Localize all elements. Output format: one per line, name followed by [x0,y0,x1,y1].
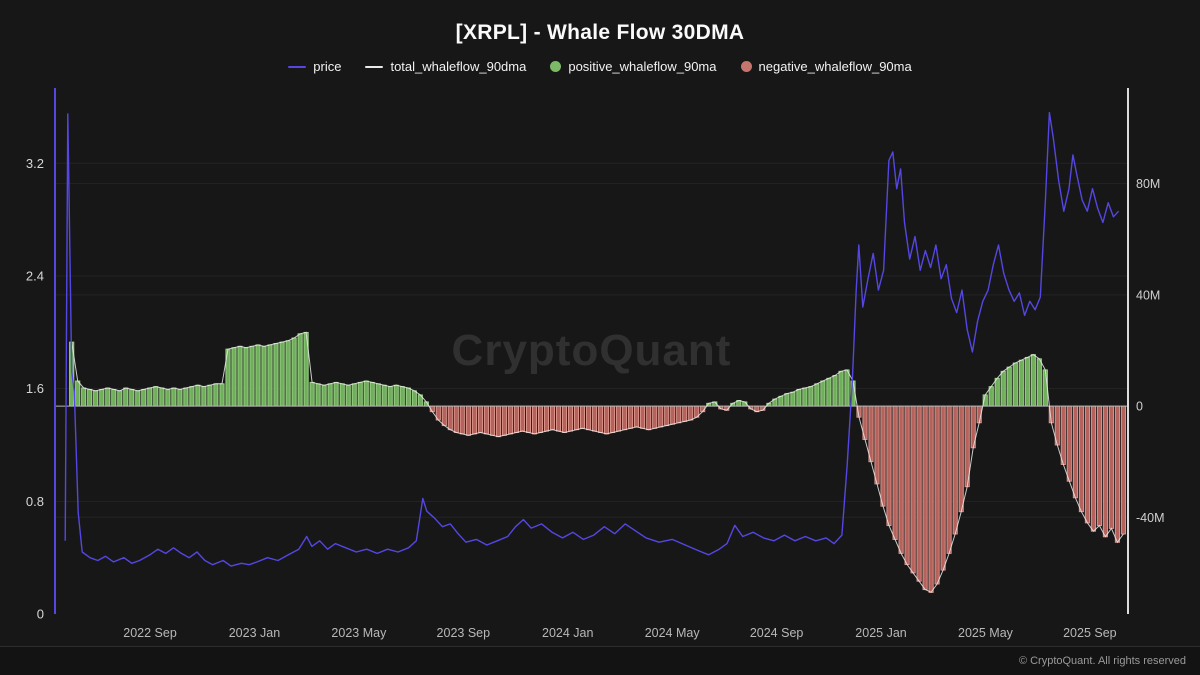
footer-copyright: © CryptoQuant. All rights reserved [1018,655,1186,667]
total-whaleflow-line [71,331,1124,593]
legend-item-negative-whaleflow[interactable]: negative_whaleflow_90ma [740,59,912,74]
chart-legend: price total_whaleflow_90dma positive_wha… [0,59,1200,74]
svg-text:0: 0 [1136,400,1143,414]
axis-labels-layer: 0 0.8 1.6 2.4 3.2 -40M 0 40M 80M 2022 Sep 2023 Jan… [26,156,1165,640]
svg-text:2023 May: 2023 May [331,626,387,640]
legend-label-negative-whaleflow: negative_whaleflow_90ma [758,59,912,74]
svg-text:1.6: 1.6 [26,381,44,396]
svg-text:2025 May: 2025 May [958,626,1014,640]
whaleflow-bars-layer [69,331,1126,593]
svg-text:2023 Jan: 2023 Jan [229,626,280,640]
price-line-marker-icon [288,65,307,68]
positive-whaleflow-dot-marker-icon [550,61,562,72]
legend-item-positive-whaleflow[interactable]: positive_whaleflow_90ma [550,59,717,74]
legend-label-total-whaleflow: total_whaleflow_90dma [390,59,527,74]
total-whaleflow-line-marker-icon [365,65,384,68]
legend-item-price[interactable]: price [288,59,341,74]
svg-text:40M: 40M [1136,288,1160,302]
legend-label-price: price [313,59,342,74]
negative-whaleflow-dot-marker-icon [740,61,752,72]
axis-spines [54,88,1129,614]
svg-text:2024 May: 2024 May [645,626,701,640]
svg-text:2.4: 2.4 [26,268,44,283]
svg-text:2024 Sep: 2024 Sep [750,626,804,640]
svg-text:0: 0 [37,607,44,622]
svg-text:2023 Sep: 2023 Sep [437,626,491,640]
footer-bar: © CryptoQuant. All rights reserved [0,646,1200,675]
chart-title: [XRPL] - Whale Flow 30DMA [455,21,745,44]
legend-label-positive-whaleflow: positive_whaleflow_90ma [568,59,717,74]
svg-text:2025 Sep: 2025 Sep [1063,626,1117,640]
legend-item-total-whaleflow[interactable]: total_whaleflow_90dma [365,59,526,74]
svg-text:2025 Jan: 2025 Jan [855,626,906,640]
svg-text:-40M: -40M [1136,511,1164,525]
svg-text:3.2: 3.2 [26,156,44,171]
price-line [64,111,1120,567]
svg-text:0.8: 0.8 [26,494,44,509]
svg-text:80M: 80M [1136,177,1160,191]
svg-text:2024 Jan: 2024 Jan [542,626,593,640]
cryptoquant-watermark: CryptoQuant [451,326,732,375]
svg-text:2022 Sep: 2022 Sep [123,626,177,640]
